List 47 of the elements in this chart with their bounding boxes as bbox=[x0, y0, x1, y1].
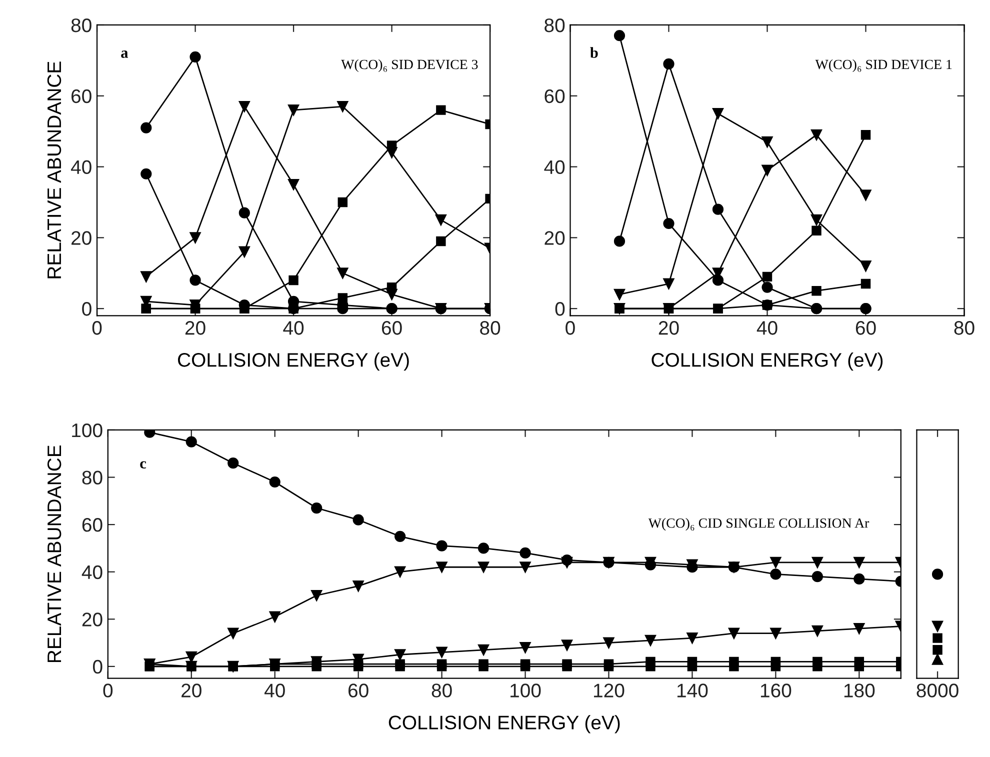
y-axis-title: RELATIVE ABUNDANCE bbox=[47, 445, 62, 662]
x-tick-label: 8000 bbox=[916, 684, 958, 698]
y-tick-label: 60 bbox=[72, 89, 92, 104]
x-tick-label: 40 bbox=[756, 321, 778, 335]
x-tick-label: 20 bbox=[185, 321, 206, 335]
x-tick-label: 0 bbox=[566, 321, 575, 335]
x-axis-title: COLLISION ENERGY (eV) bbox=[388, 715, 620, 734]
x-tick-label: 60 bbox=[348, 684, 368, 698]
y-tick-label: 60 bbox=[82, 518, 102, 532]
y-axis-title: RELATIVE ABUNDANCE bbox=[47, 62, 62, 278]
y-tick-label: 20 bbox=[82, 612, 102, 626]
y-tick-label: 80 bbox=[71, 18, 92, 32]
x-tick-label: 60 bbox=[856, 321, 876, 335]
annotation: c bbox=[140, 461, 146, 469]
y-tick-label: 40 bbox=[82, 565, 102, 580]
x-tick-label: 80 bbox=[480, 321, 500, 335]
x-tick-label: 80 bbox=[954, 321, 974, 335]
y-tick-label: 20 bbox=[72, 231, 92, 245]
x-tick-label: 80 bbox=[432, 684, 452, 698]
x-tick-label: 40 bbox=[264, 684, 285, 698]
y-tick-label: 20 bbox=[544, 231, 565, 245]
y-tick-label: 60 bbox=[544, 89, 565, 104]
x-axis-title: COLLISION ENERGY (eV) bbox=[178, 352, 409, 371]
x-tick-label: 140 bbox=[677, 684, 708, 698]
annotation: b bbox=[590, 47, 598, 58]
y-tick-label: 0 bbox=[555, 302, 565, 316]
y-tick-label: 40 bbox=[70, 160, 92, 174]
x-axis-title: COLLISION ENERGY (eV) bbox=[652, 352, 883, 371]
x-tick-label: 120 bbox=[594, 684, 624, 698]
x-tick-label: 40 bbox=[283, 321, 304, 335]
y-tick-label: 0 bbox=[82, 302, 92, 316]
x-tick-label: 180 bbox=[844, 684, 875, 698]
y-tick-label: 0 bbox=[92, 660, 102, 674]
y-tick-label: 40 bbox=[544, 160, 565, 174]
x-tick-label: 0 bbox=[103, 684, 113, 698]
annotation: W(CO)₆ SID DEVICE 1 bbox=[815, 59, 952, 72]
annotation: W(CO)₆ SID DEVICE 3 bbox=[341, 59, 478, 72]
x-tick-label: 100 bbox=[510, 684, 541, 698]
y-tick-label: 80 bbox=[82, 470, 102, 485]
x-tick-label: 160 bbox=[760, 684, 792, 698]
annotation: W(CO)₆ CID SINGLE COLLISION Ar bbox=[648, 518, 870, 531]
x-tick-label: 20 bbox=[182, 684, 202, 698]
y-tick-label: 80 bbox=[544, 18, 565, 32]
x-tick-label: 20 bbox=[658, 321, 679, 335]
annotation: a bbox=[121, 50, 128, 58]
y-tick-label: 100 bbox=[72, 423, 102, 438]
x-tick-label: 60 bbox=[382, 321, 402, 335]
